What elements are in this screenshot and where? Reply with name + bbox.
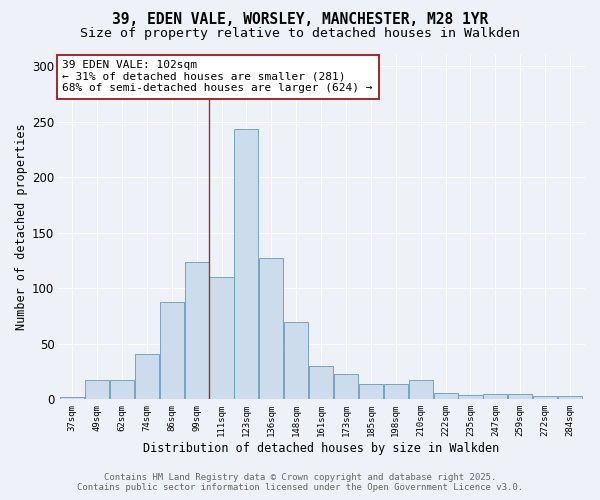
X-axis label: Distribution of detached houses by size in Walkden: Distribution of detached houses by size … [143, 442, 499, 455]
Bar [409, 380, 433, 400]
Y-axis label: Number of detached properties: Number of detached properties [15, 124, 28, 330]
Bar [284, 322, 308, 400]
Bar [235, 130, 259, 400]
Bar [483, 394, 508, 400]
Bar [384, 384, 408, 400]
Bar [334, 374, 358, 400]
Bar [259, 258, 283, 400]
Bar [458, 395, 482, 400]
Text: Contains HM Land Registry data © Crown copyright and database right 2025.
Contai: Contains HM Land Registry data © Crown c… [77, 473, 523, 492]
Bar [558, 396, 582, 400]
Text: 39, EDEN VALE, WORSLEY, MANCHESTER, M28 1YR: 39, EDEN VALE, WORSLEY, MANCHESTER, M28 … [112, 12, 488, 28]
Bar [185, 262, 209, 400]
Bar [60, 397, 84, 400]
Bar [533, 396, 557, 400]
Bar [110, 380, 134, 400]
Bar [160, 302, 184, 400]
Bar [359, 384, 383, 400]
Bar [309, 366, 333, 400]
Text: 39 EDEN VALE: 102sqm
← 31% of detached houses are smaller (281)
68% of semi-deta: 39 EDEN VALE: 102sqm ← 31% of detached h… [62, 60, 373, 94]
Bar [209, 277, 233, 400]
Text: Size of property relative to detached houses in Walkden: Size of property relative to detached ho… [80, 28, 520, 40]
Bar [135, 354, 159, 400]
Bar [508, 394, 532, 400]
Bar [434, 392, 458, 400]
Bar [85, 380, 109, 400]
